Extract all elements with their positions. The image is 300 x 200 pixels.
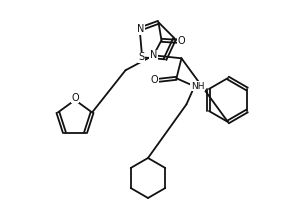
- Text: O: O: [71, 93, 79, 103]
- Text: NH: NH: [191, 82, 204, 91]
- Text: N: N: [137, 24, 144, 34]
- Text: S: S: [138, 52, 144, 62]
- Text: O: O: [178, 36, 185, 46]
- Text: O: O: [151, 75, 158, 85]
- Text: N: N: [150, 50, 157, 60]
